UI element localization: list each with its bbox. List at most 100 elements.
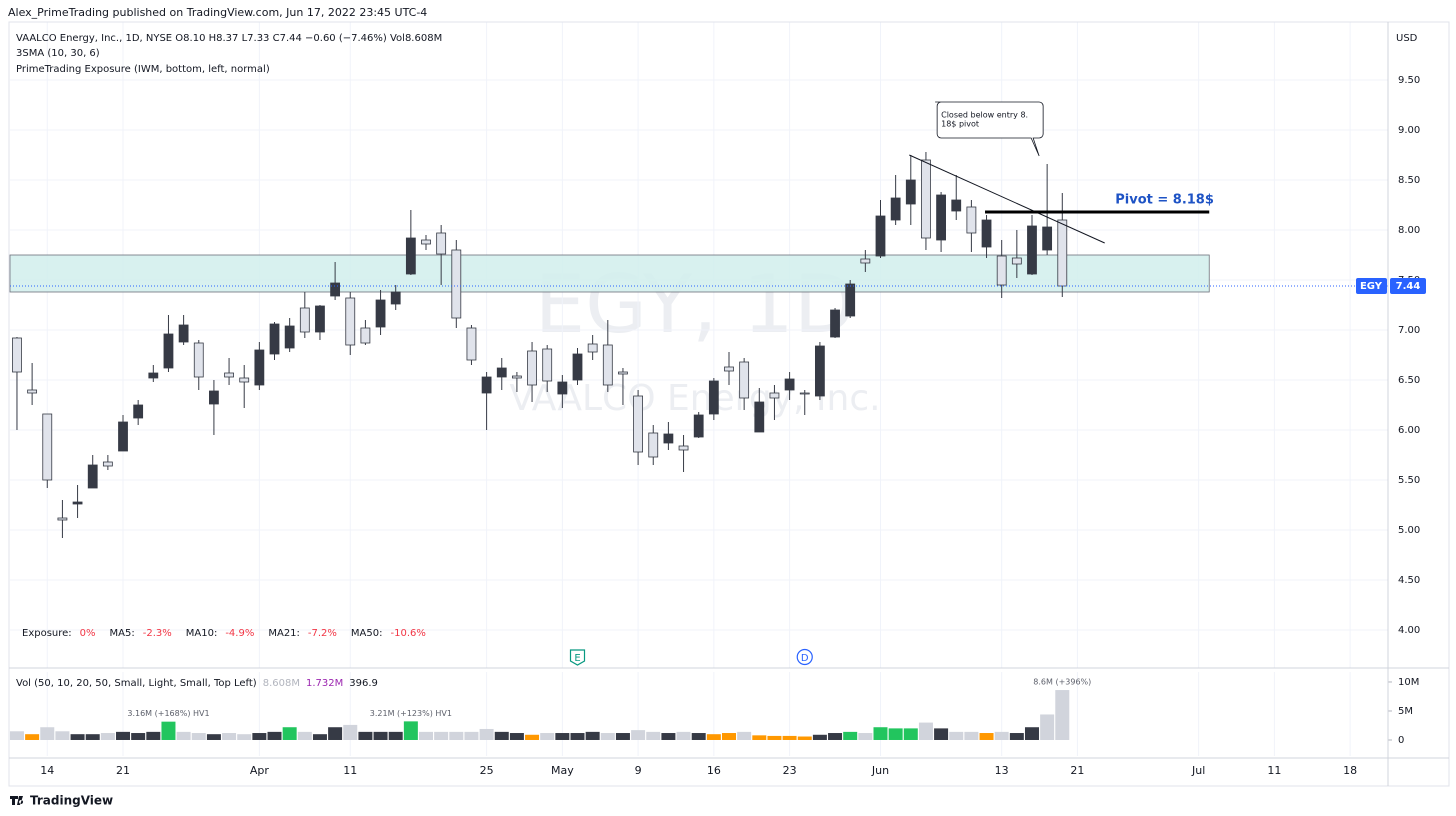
candle-body <box>1027 225 1037 275</box>
candle-body <box>42 413 53 481</box>
candle-body <box>27 389 38 394</box>
x-tick-label: Jul <box>1191 764 1205 777</box>
candle-body <box>890 197 901 221</box>
volume-bar <box>85 734 100 740</box>
brand: TradingView <box>30 794 113 808</box>
volume-bar <box>479 728 494 740</box>
candle-body <box>193 342 204 378</box>
candle-body <box>678 445 689 451</box>
y-tick-label: 4.50 <box>1398 575 1420 586</box>
candle-body <box>390 291 401 305</box>
volume-bar <box>903 728 918 740</box>
volume-bar <box>373 731 388 740</box>
volume-bar <box>146 731 161 740</box>
exposure-label: MA5: <box>110 628 135 639</box>
candle-body <box>133 404 144 419</box>
volume-bar <box>828 733 843 740</box>
last-price-bg <box>1390 278 1426 294</box>
candle-body <box>769 392 780 399</box>
candle-body <box>996 255 1007 286</box>
y-tick-label: 7.00 <box>1398 325 1420 336</box>
event-marker <box>569 649 586 666</box>
frame <box>8 21 1450 787</box>
volume-bar <box>1009 733 1024 740</box>
volume-bar <box>661 733 676 740</box>
x-tick-label: May <box>551 764 574 777</box>
volume-bar <box>297 731 312 740</box>
event-marker <box>796 648 813 666</box>
y-tick-label: 5.50 <box>1398 475 1420 486</box>
volume-bar <box>100 733 115 740</box>
volume-bar <box>994 731 1009 740</box>
exposure-label: MA21: <box>268 628 300 639</box>
price-tag-bg <box>1356 278 1387 294</box>
volume-bar <box>525 734 540 740</box>
candle-body <box>830 309 840 338</box>
volume-bar <box>949 731 964 740</box>
candle-body <box>936 194 946 241</box>
volume-bar <box>782 735 797 740</box>
exposure-label: Exposure: <box>22 628 72 639</box>
exposure-label: MA10: <box>186 628 218 639</box>
candle-body <box>951 199 962 212</box>
candle-body <box>966 206 977 234</box>
volume-annotation: 3.21M (+123%) HV1 <box>370 709 452 718</box>
volume-bar <box>555 733 570 740</box>
candle-body <box>754 401 765 433</box>
x-tick-label: Jun <box>871 764 889 777</box>
volume-bar <box>176 731 191 740</box>
candle-body <box>87 464 98 489</box>
volume-tick-label: 10M <box>1398 677 1419 688</box>
indicator-exposure: PrimeTrading Exposure (IWM, bottom, left… <box>16 64 270 75</box>
brand-logo <box>10 796 24 805</box>
candle-body <box>724 366 734 372</box>
volume-bar <box>540 733 555 740</box>
exposure-value: -10.6% <box>390 628 425 639</box>
x-tick-label: Apr <box>250 764 270 777</box>
volume-bar <box>676 731 691 740</box>
candle-body <box>1011 257 1022 265</box>
x-tick-label: 13 <box>995 764 1009 777</box>
volume-bar <box>55 731 70 740</box>
candle-body <box>875 215 886 257</box>
volume-bar <box>646 731 661 740</box>
candle-body <box>284 325 295 349</box>
volume-bar <box>858 733 873 740</box>
candle-body <box>178 324 189 343</box>
price-tag: EGY <box>1360 281 1383 292</box>
x-tick-label: 21 <box>1070 764 1084 777</box>
volume-tick-label: 5M <box>1398 706 1413 717</box>
volume-bar <box>434 731 449 740</box>
volume-bar <box>888 728 903 740</box>
volume-bar <box>403 721 418 740</box>
candle-body <box>527 350 537 386</box>
candle-body <box>299 307 310 333</box>
candle-body <box>663 433 674 444</box>
volume-bar <box>131 733 146 740</box>
exposure-label: MA50: <box>351 628 383 639</box>
volume-bar <box>388 731 403 740</box>
candle-body <box>209 390 219 405</box>
volume-bar <box>449 731 464 740</box>
candle-body <box>845 283 856 317</box>
volume-bar <box>70 734 85 740</box>
candle-body <box>602 344 613 386</box>
volume-bar <box>191 733 206 740</box>
x-tick-label: 11 <box>343 764 357 777</box>
indicator-sma: 3SMA (10, 30, 6) <box>16 48 100 59</box>
candle-body <box>118 421 128 452</box>
exposure-value: 0% <box>80 628 96 639</box>
candle-body <box>148 372 159 379</box>
candle-body <box>57 517 68 521</box>
candle-body <box>330 282 341 297</box>
volume-bar <box>631 730 646 740</box>
volume-bar <box>812 734 827 740</box>
volume-annotation: 8.6M (+396%) <box>1033 678 1091 687</box>
candle-body <box>360 327 371 344</box>
candle-body <box>739 361 750 399</box>
exposure-value: -7.2% <box>308 628 337 639</box>
last-price-label: 7.44 <box>1396 281 1421 292</box>
candle-body <box>239 377 250 383</box>
